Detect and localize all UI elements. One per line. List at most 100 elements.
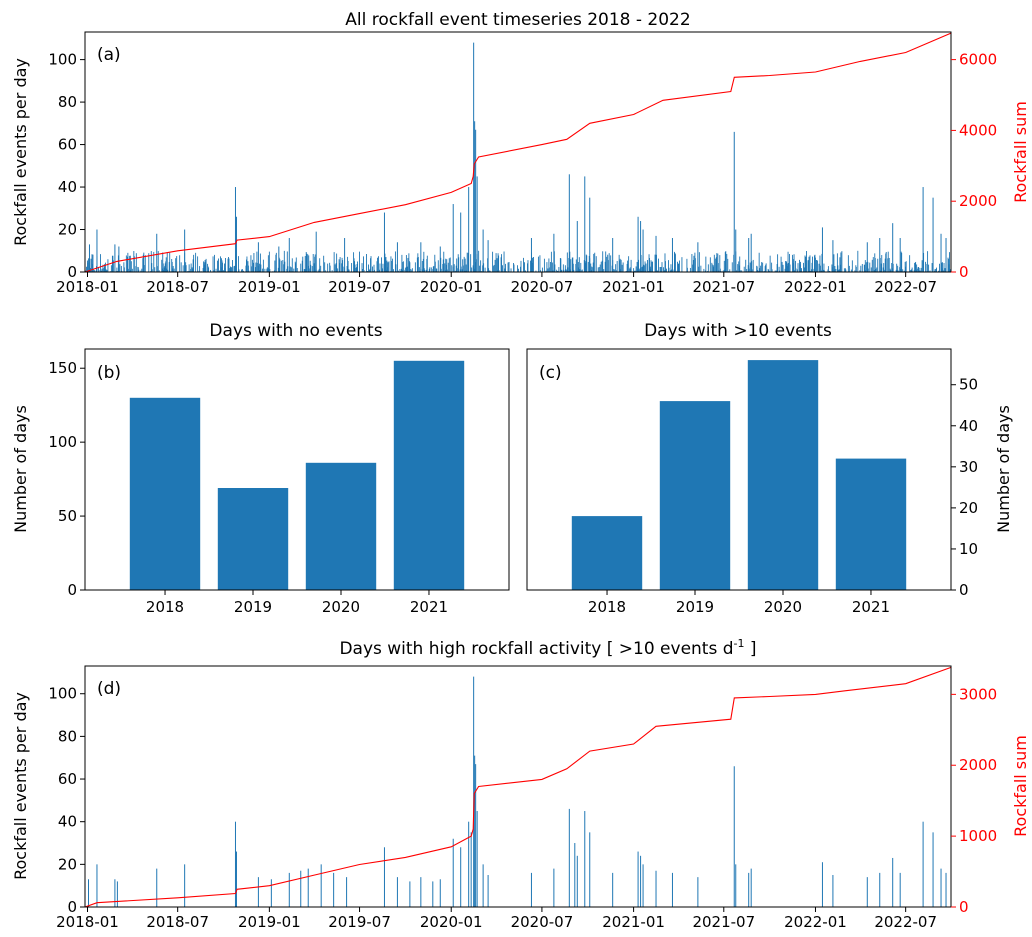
panel-d-high-activity: Days with high rockfall activity [ >10 e… xyxy=(11,637,1030,931)
bar-2018 xyxy=(571,516,643,590)
panel-c-frame xyxy=(526,348,952,591)
panel-b-bars xyxy=(129,360,465,590)
bar-2020 xyxy=(305,462,377,590)
x-tick-label: 2019-07 xyxy=(328,278,391,296)
y-tick-label: 20 xyxy=(58,855,77,873)
x-tick-label: 2021-07 xyxy=(692,913,755,931)
bar-2019 xyxy=(217,488,289,590)
panel-d-x-ticks: 2018-01 2018-07 2019-01 2019-07 2020-01 2020-… xyxy=(56,907,937,931)
y-right-tick-label: 2000 xyxy=(959,192,997,210)
x-tick-label: 2018-01 xyxy=(56,913,119,931)
x-tick-label: 2020 xyxy=(322,598,360,616)
y-tick-label: 50 xyxy=(58,507,77,525)
panel-c-bars xyxy=(571,360,907,590)
y-tick-label: 40 xyxy=(58,813,77,831)
panel-b-y-ticks: 0 50 100 150 xyxy=(48,359,85,599)
y-tick-label: 100 xyxy=(48,685,77,703)
y-tick-label: 0 xyxy=(959,581,969,599)
panel-a-y-label: Rockfall events per day xyxy=(11,58,30,246)
panel-b-x-ticks: 2018 2019 2020 2021 xyxy=(146,590,448,616)
y-tick-label: 0 xyxy=(67,898,77,916)
panel-b-label: (b) xyxy=(97,363,121,383)
y-tick-label: 20 xyxy=(959,499,978,517)
panel-d-y-label: Rockfall events per day xyxy=(11,692,30,880)
y-right-tick-label: 4000 xyxy=(959,121,997,139)
panel-c-x-ticks: 2018 2019 2020 2021 xyxy=(588,590,890,616)
x-tick-label: 2021-01 xyxy=(602,913,665,931)
panel-a-bars xyxy=(85,42,951,272)
panel-c-title: Days with >10 events xyxy=(644,321,832,341)
panel-b-y-label: Number of days xyxy=(11,405,30,533)
panel-d-y-ticks-right: 0 1000 2000 3000 xyxy=(951,685,997,916)
panel-d-label: (d) xyxy=(97,679,121,699)
y-tick-label: 80 xyxy=(58,727,77,745)
y-tick-label: 40 xyxy=(58,178,77,196)
y-right-tick-label: 2000 xyxy=(959,756,997,774)
panel-a-y-label-right: Rockfall sum xyxy=(1011,101,1030,203)
cumulative-line xyxy=(84,32,952,273)
x-tick-label: 2019-07 xyxy=(328,913,391,931)
panel-a-timeseries: All rockfall event timeseries 2018 - 202… xyxy=(11,10,1030,296)
bar-2018 xyxy=(129,397,201,590)
y-tick-label: 50 xyxy=(959,376,978,394)
y-tick-label: 0 xyxy=(67,263,77,281)
panel-c-label: (c) xyxy=(539,363,562,383)
x-tick-label: 2020-07 xyxy=(511,913,574,931)
panel-a-line xyxy=(84,32,952,273)
panel-d-y-ticks: 0 20 40 60 80 100 xyxy=(48,685,85,916)
y-right-tick-label: 0 xyxy=(959,898,969,916)
panel-d-bars xyxy=(87,676,947,907)
y-tick-label: 20 xyxy=(58,221,77,239)
panel-d-frame xyxy=(84,665,952,908)
bar-2021 xyxy=(835,458,907,590)
y-tick-label: 60 xyxy=(58,136,77,154)
x-tick-label: 2020-01 xyxy=(420,913,483,931)
panel-d-y-label-right: Rockfall sum xyxy=(1011,735,1030,837)
panel-a-title: All rockfall event timeseries 2018 - 202… xyxy=(345,10,690,30)
y-tick-label: 150 xyxy=(48,359,77,377)
x-tick-label: 2020-07 xyxy=(511,278,574,296)
panel-d-title: Days with high rockfall activity [ >10 e… xyxy=(339,637,756,659)
panel-c-high-events: Days with >10 events (c) 2018 2019 2020 202… xyxy=(526,321,1013,616)
panel-b-no-events: Days with no events (b) 2018 2019 2020 2021… xyxy=(11,321,510,616)
panel-a-y-ticks-right: 0 2000 4000 6000 xyxy=(951,51,997,281)
x-tick-label: 2018-01 xyxy=(56,278,119,296)
bar-2021 xyxy=(393,360,465,590)
x-tick-label: 2019-01 xyxy=(238,278,301,296)
x-tick-label: 2022-01 xyxy=(784,913,847,931)
panel-d-line xyxy=(84,666,952,908)
x-tick-label: 2019 xyxy=(676,598,714,616)
panel-a-x-ticks: 2018-01 2018-07 2019-01 2019-07 2020-01 2020-… xyxy=(56,272,937,296)
panel-c-y-label: Number of days xyxy=(994,405,1013,533)
x-tick-label: 2022-07 xyxy=(874,278,937,296)
x-tick-label: 2021-01 xyxy=(602,278,665,296)
panel-a-label: (a) xyxy=(97,45,121,65)
bar-2019 xyxy=(659,401,731,590)
x-tick-label: 2020-01 xyxy=(420,278,483,296)
x-tick-label: 2021-07 xyxy=(692,278,755,296)
cumulative-line xyxy=(84,666,952,908)
panel-b-title: Days with no events xyxy=(209,321,382,341)
panel-b-frame xyxy=(84,348,510,591)
y-right-tick-label: 1000 xyxy=(959,827,997,845)
bar-2020 xyxy=(747,360,819,590)
x-tick-label: 2022-07 xyxy=(874,913,937,931)
x-tick-label: 2022-01 xyxy=(784,278,847,296)
x-tick-label: 2019 xyxy=(234,598,272,616)
panel-d-title-superscript: -1 xyxy=(734,637,745,650)
y-right-tick-label: 6000 xyxy=(959,51,997,69)
x-tick-label: 2018-07 xyxy=(146,278,209,296)
x-tick-label: 2018 xyxy=(146,598,184,616)
x-tick-label: 2018 xyxy=(588,598,626,616)
x-tick-label: 2020 xyxy=(764,598,802,616)
y-tick-label: 60 xyxy=(58,770,77,788)
panel-c-y-ticks: 0 10 20 30 40 50 xyxy=(951,376,978,599)
y-right-tick-label: 0 xyxy=(959,263,969,281)
y-tick-label: 80 xyxy=(58,93,77,111)
panel-a-y-ticks: 0 20 40 60 80 100 xyxy=(48,51,85,281)
y-tick-label: 0 xyxy=(67,581,77,599)
y-tick-label: 30 xyxy=(959,458,978,476)
panel-d-title-suffix: ] xyxy=(745,639,757,659)
x-tick-label: 2021 xyxy=(410,598,448,616)
